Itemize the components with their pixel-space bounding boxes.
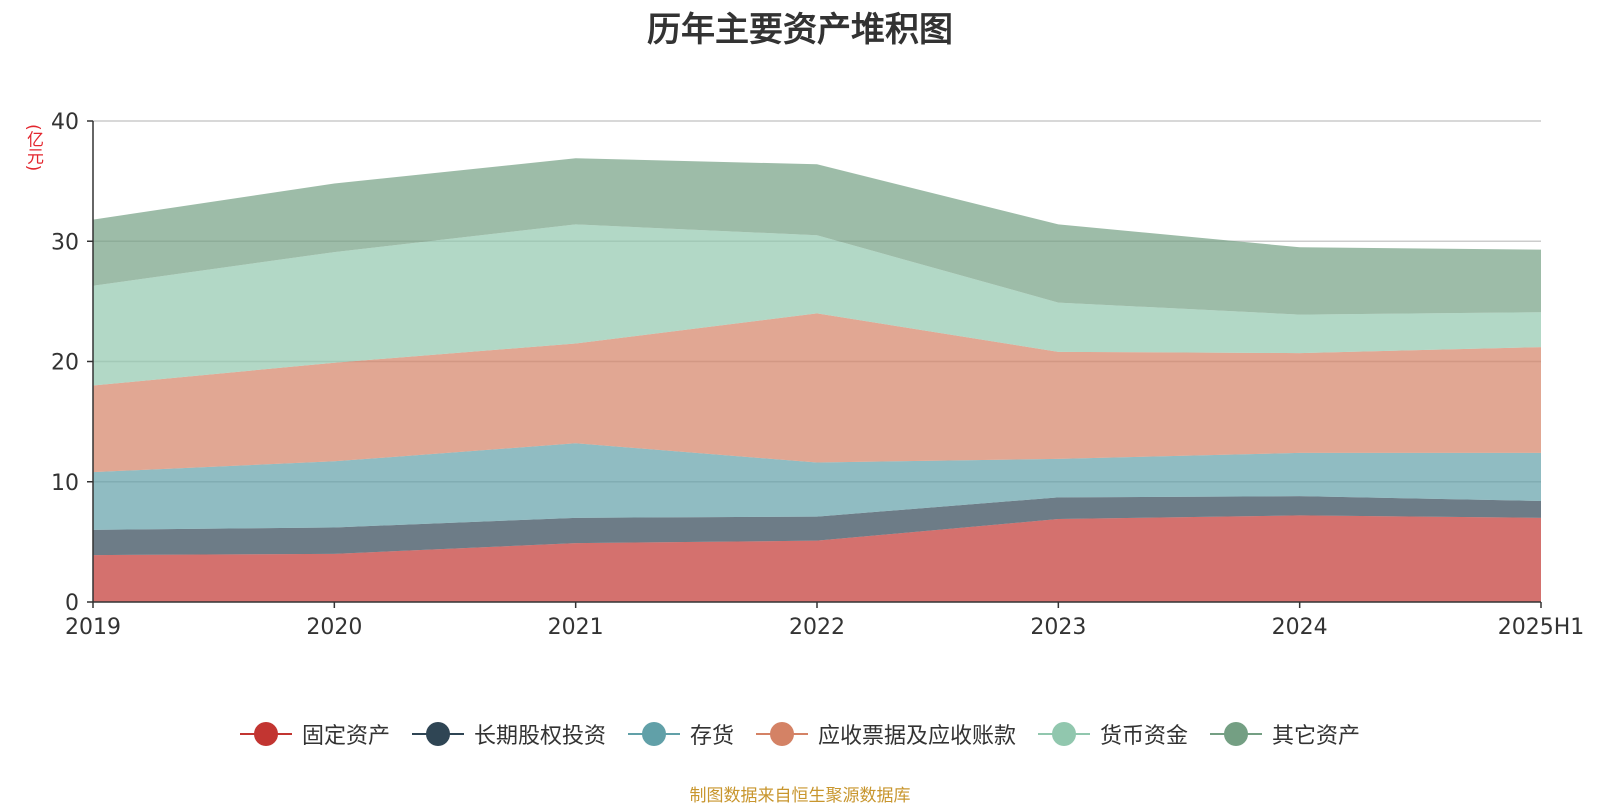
- legend-marker-icon: [627, 722, 680, 746]
- axes: 0 10 20 30 40 2019 2020 2021 2022 2023 2024 2025H1: [51, 110, 1584, 640]
- x-tick-label: 2024: [1272, 615, 1328, 640]
- x-tick-label: 2025H1: [1498, 615, 1585, 640]
- legend-label: 其它资产: [1272, 724, 1361, 749]
- area-series: [93, 158, 1541, 602]
- source-note: 制图数据来自恒生聚源数据库: [689, 786, 911, 806]
- legend: 固定资产 长期股权投资 存货 应收票据及应收账款 货币资金 其它资产: [0, 718, 1600, 750]
- legend-marker-icon: [239, 722, 292, 746]
- area-series-5: [93, 224, 1541, 386]
- y-tick-label: 10: [51, 471, 79, 496]
- area-series-2: [93, 496, 1541, 556]
- legend-label: 货币资金: [1100, 724, 1189, 749]
- legend-marker-icon: [1038, 722, 1091, 746]
- y-axis-unit-label: (亿元): [23, 124, 43, 172]
- legend-item-2[interactable]: 长期股权投资: [411, 718, 606, 750]
- area-series-4: [93, 313, 1541, 473]
- y-tick-label: 20: [51, 351, 79, 376]
- stacked-area-chart: 0 10 20 30 40 2019 2020 2021 2022 2023 2024 2025H1: [51, 110, 1584, 640]
- y-tick-label: 0: [65, 591, 79, 616]
- legend-item-5[interactable]: 货币资金: [1038, 718, 1188, 750]
- x-tick-label: 2020: [306, 615, 362, 640]
- legend-item-3[interactable]: 存货: [627, 718, 734, 750]
- legend-marker-icon: [411, 722, 464, 746]
- legend-marker-icon: [1210, 722, 1263, 746]
- x-tick-label: 2022: [789, 615, 845, 640]
- legend-label: 存货: [689, 724, 734, 749]
- y-tick-label: 40: [51, 110, 79, 135]
- y-tick-label: 30: [51, 230, 79, 255]
- x-tick-label: 2021: [548, 615, 604, 640]
- area-series-3: [93, 443, 1541, 530]
- area-series-6: [93, 158, 1541, 315]
- legend-item-4[interactable]: 应收票据及应收账款: [756, 718, 1016, 750]
- chart-title: 历年主要资产堆积图: [647, 10, 953, 50]
- legend-marker-icon: [756, 722, 808, 746]
- x-tick-label: 2023: [1030, 615, 1086, 640]
- area-series-1: [93, 515, 1541, 602]
- legend-label: 固定资产: [301, 724, 390, 749]
- legend-item-6[interactable]: 其它资产: [1210, 718, 1360, 750]
- legend-label: 长期股权投资: [473, 724, 606, 749]
- legend-item-1[interactable]: 固定资产: [239, 718, 390, 750]
- x-tick-label: 2019: [65, 615, 121, 640]
- legend-label: 应收票据及应收账款: [818, 724, 1017, 749]
